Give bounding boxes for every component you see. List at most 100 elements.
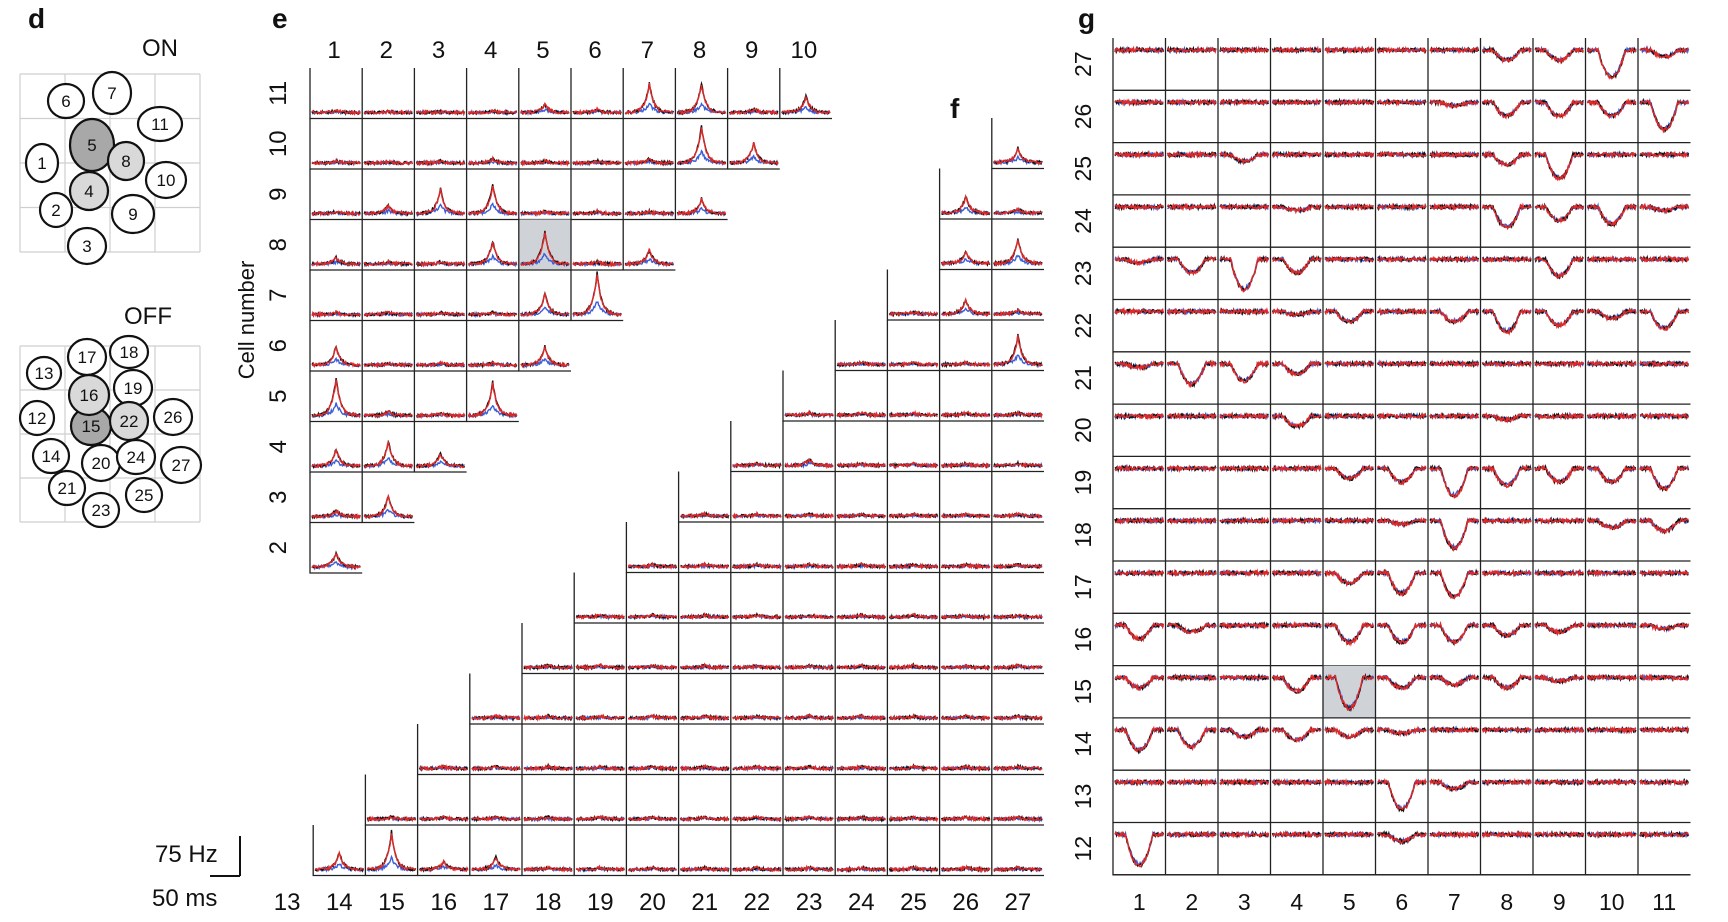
correlogram-trace-red [1534,360,1584,369]
correlogram-trace-red [1481,725,1532,734]
correlogram-axes [1112,90,1166,144]
correlogram-trace-red [680,510,730,520]
correlogram-axes [1532,822,1586,876]
panel-letter-f: f [950,93,960,124]
correlogram-cell [1269,404,1323,458]
correlogram-cell [1112,247,1166,301]
correlogram-trace-red [1166,464,1217,474]
correlogram-axes [1479,194,1533,248]
correlogram-trace-red [677,84,727,116]
correlogram-trace-red [1219,621,1269,630]
correlogram-cell [1637,299,1691,353]
correlogram-cell [625,673,679,725]
g-row-label: 14 [1070,731,1096,757]
mosaic-cell-label: 8 [121,152,130,171]
correlogram-cell [1479,299,1533,353]
g-column-label: 2 [1185,889,1198,915]
correlogram-axes [1374,351,1428,405]
correlogram-trace-red [1429,46,1479,55]
correlogram-trace-red [1114,359,1165,372]
correlogram-trace-red [1271,463,1322,473]
correlogram-trace-red [680,865,730,873]
correlogram-axes [1322,404,1376,458]
e-column-label: 6 [588,37,601,64]
correlogram-axes [726,118,780,170]
correlogram-cell [674,169,728,221]
panel-letter-e: e [272,3,288,34]
receptive-field-ellipse [91,70,133,116]
correlogram-trace-red [575,612,625,620]
mosaic-cell-label: 14 [42,447,61,466]
correlogram-trace-red [520,291,570,317]
correlogram-cell [1427,38,1481,91]
correlogram-cell [886,522,940,574]
correlogram-trace-red [1166,150,1217,159]
correlogram-axes [1374,299,1428,353]
correlogram-cell [465,118,519,170]
g-row-label: 19 [1070,470,1096,496]
correlogram-cell [1112,142,1166,196]
correlogram-cell [1427,770,1481,824]
correlogram-axes [1217,38,1271,91]
correlogram-trace-red [471,815,521,823]
correlogram-trace-red [628,764,678,772]
correlogram-axes [991,825,1044,877]
correlogram-trace-red [889,764,939,772]
correlogram-trace-red [572,106,622,116]
correlogram-trace-red [941,864,991,873]
correlogram-axes [1479,404,1533,458]
correlogram-cell [991,522,1044,574]
correlogram-cell [465,169,519,221]
correlogram-trace-black [1429,517,1480,551]
correlogram-cell [1427,247,1481,301]
correlogram-trace-red [993,147,1043,165]
correlogram-cell [1532,717,1586,771]
correlogram-cell [886,724,940,776]
correlogram-axes [1427,508,1481,562]
correlogram-cell [573,825,627,877]
mosaic-cell-label: 1 [37,154,46,173]
correlogram-cell [1584,822,1638,876]
correlogram-cell [1374,770,1428,824]
correlogram-trace-red [1272,830,1322,839]
correlogram-trace-red [1587,359,1637,367]
correlogram-trace-red [314,850,364,872]
correlogram-trace-red [836,360,886,368]
correlogram-trace-red [940,663,991,671]
correlogram-cell [1637,247,1691,301]
correlogram-trace-red [993,865,1043,873]
correlogram-cell [1584,351,1638,405]
correlogram-axes [1322,456,1376,510]
correlogram-trace-red [1219,412,1269,421]
correlogram-cell [1637,142,1691,196]
correlogram-trace-red [732,462,782,468]
correlogram-axes [1374,194,1428,248]
e-row-label: 2 [265,541,292,554]
correlogram-cell [622,118,676,170]
correlogram-trace-red [1324,360,1375,368]
correlogram-trace-red [311,552,361,570]
correlogram-cell [1427,194,1481,248]
correlogram-cell [1164,770,1218,824]
correlogram-axes [1532,613,1586,667]
correlogram-cell [1164,351,1218,405]
g-row-label: 12 [1070,836,1096,862]
correlogram-trace-red [1167,307,1217,317]
correlogram-trace-red [941,359,991,368]
correlogram-trace-red [471,713,521,721]
correlogram-axes [1374,247,1428,301]
correlogram-axes [1164,613,1218,667]
correlogram-cell [1269,142,1323,196]
correlogram-cell [1269,351,1323,405]
correlogram-axes [361,472,415,524]
correlogram-trace-red [941,613,991,621]
correlogram-axes [1322,770,1376,824]
correlogram-trace-red [1639,202,1690,215]
correlogram-trace-red [1219,778,1270,787]
correlogram-trace-red [1114,778,1164,787]
correlogram-trace-red [625,82,674,116]
correlogram-cell [1269,299,1323,353]
f-column-label: 20 [639,889,666,916]
correlogram-trace-red [363,441,414,470]
correlogram-cell [1584,142,1638,196]
